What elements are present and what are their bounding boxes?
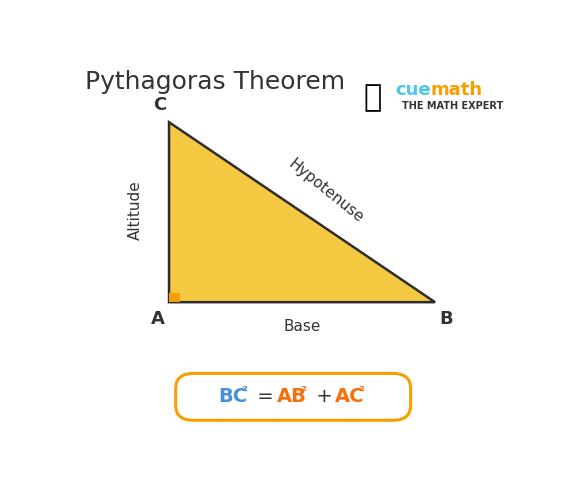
Text: Hypotenuse: Hypotenuse	[286, 157, 367, 226]
Text: B: B	[439, 310, 453, 328]
Text: AB: AB	[277, 387, 307, 406]
FancyBboxPatch shape	[176, 374, 411, 420]
Polygon shape	[169, 122, 435, 302]
Text: cue: cue	[395, 81, 431, 99]
Text: A: A	[151, 310, 165, 328]
Text: ²: ²	[300, 385, 306, 399]
Text: Pythagoras Theorem: Pythagoras Theorem	[85, 70, 345, 94]
Text: math: math	[431, 81, 483, 99]
Text: BC: BC	[219, 387, 247, 406]
Bar	[169, 293, 180, 302]
Text: +: +	[309, 387, 339, 406]
Text: ²: ²	[358, 385, 364, 399]
Text: C: C	[153, 96, 166, 114]
Text: =: =	[251, 387, 280, 406]
Text: ²: ²	[241, 385, 247, 399]
Text: THE MATH EXPERT: THE MATH EXPERT	[402, 101, 503, 111]
Text: 🚀: 🚀	[364, 83, 382, 112]
Text: Base: Base	[283, 319, 321, 334]
Text: Altitude: Altitude	[128, 181, 143, 240]
Text: AC: AC	[335, 387, 365, 406]
